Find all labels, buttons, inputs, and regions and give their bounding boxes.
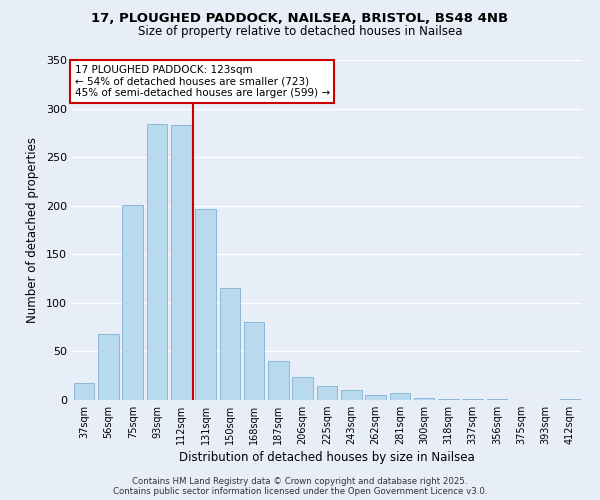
Bar: [365, 395, 386, 400]
Bar: [341, 390, 362, 400]
Bar: [292, 376, 313, 400]
Bar: [171, 125, 191, 400]
Text: Size of property relative to detached houses in Nailsea: Size of property relative to detached ho…: [138, 25, 462, 38]
Bar: [463, 399, 483, 400]
Bar: [122, 204, 143, 400]
Bar: [414, 398, 434, 400]
Bar: [146, 124, 167, 400]
Bar: [560, 399, 580, 400]
X-axis label: Distribution of detached houses by size in Nailsea: Distribution of detached houses by size …: [179, 452, 475, 464]
Text: 17, PLOUGHED PADDOCK, NAILSEA, BRISTOL, BS48 4NB: 17, PLOUGHED PADDOCK, NAILSEA, BRISTOL, …: [91, 12, 509, 26]
Bar: [98, 334, 119, 400]
Bar: [487, 399, 508, 400]
Bar: [317, 386, 337, 400]
Bar: [244, 322, 265, 400]
Text: Contains HM Land Registry data © Crown copyright and database right 2025.: Contains HM Land Registry data © Crown c…: [132, 477, 468, 486]
Text: Contains public sector information licensed under the Open Government Licence v3: Contains public sector information licen…: [113, 487, 487, 496]
Bar: [220, 288, 240, 400]
Text: 17 PLOUGHED PADDOCK: 123sqm
← 54% of detached houses are smaller (723)
45% of se: 17 PLOUGHED PADDOCK: 123sqm ← 54% of det…: [74, 65, 329, 98]
Bar: [268, 361, 289, 400]
Bar: [74, 384, 94, 400]
Bar: [195, 208, 216, 400]
Y-axis label: Number of detached properties: Number of detached properties: [26, 137, 39, 323]
Bar: [438, 399, 459, 400]
Bar: [389, 393, 410, 400]
